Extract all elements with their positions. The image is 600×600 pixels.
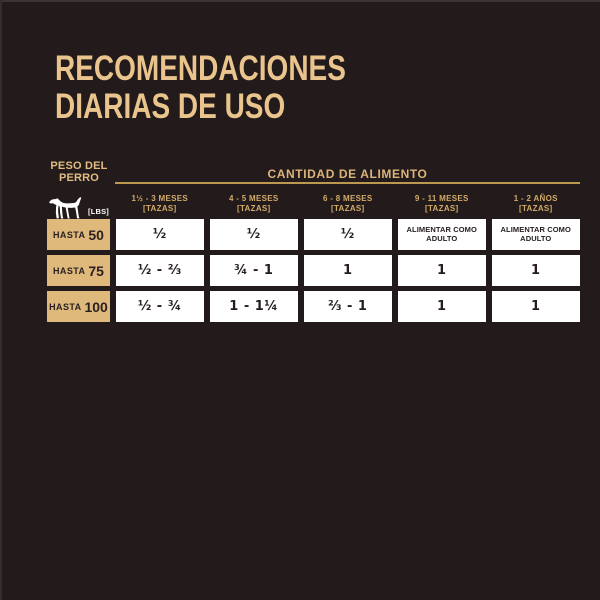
- dog-icon: [49, 197, 82, 219]
- column-header-4-unit: [TAZAS]: [425, 203, 459, 213]
- column-header-row: [LBS] 1½ - 3 MESES [TAZAS] 4 - 5 MESES […: [47, 193, 580, 219]
- column-header-2-unit: [TAZAS]: [237, 203, 271, 213]
- column-header-1: 1½ - 3 MESES [TAZAS]: [116, 193, 205, 219]
- weight-row-value: 75: [88, 262, 104, 279]
- feeding-amount-cell: ½: [303, 219, 392, 250]
- feeding-amount-cell: 1 - 1¼: [209, 291, 298, 322]
- page-title: RECOMENDACIONES DIARIAS DE USO: [55, 50, 346, 126]
- feeding-table: HASTA 50 ½ ½ ½ ALIMENTAR COMO ADULTO ALI…: [47, 219, 580, 322]
- feeding-amount-text: ALIMENTAR COMO ADULTO: [406, 225, 477, 243]
- column-header-3-unit: [TAZAS]: [331, 203, 365, 213]
- feeding-amount-cell: ½: [209, 219, 298, 250]
- page-title-line1: RECOMENDACIONES: [55, 49, 346, 88]
- weight-row-value: 50: [88, 226, 104, 243]
- feeding-amount-cell: 1: [491, 291, 580, 322]
- weight-row-prefix: HASTA: [53, 265, 86, 276]
- feeding-amount-cell: 1: [303, 255, 392, 286]
- column-header-2-range: 4 - 5 MESES: [228, 194, 279, 203]
- weight-row-value: 100: [84, 298, 108, 315]
- feeding-amount-cell: ½ - ¾: [115, 291, 204, 322]
- column-header-5: 1 - 2 AÑOS [TAZAS]: [492, 193, 581, 219]
- feeding-amount-cell: 1: [397, 291, 486, 322]
- weight-row-label-100: HASTA 100: [47, 291, 110, 322]
- feeding-amount-cell: ⅔ - 1: [303, 291, 392, 322]
- weight-row-label-75: HASTA 75: [47, 255, 110, 286]
- feeding-amount-cell: 1: [491, 255, 580, 286]
- column-header-3: 6 - 8 MESES [TAZAS]: [304, 193, 393, 219]
- gold-divider-rule: [115, 182, 580, 184]
- feeding-amount-cell: ½: [115, 219, 204, 250]
- column-header-2: 4 - 5 MESES [TAZAS]: [210, 193, 299, 219]
- weight-unit-cell: [LBS]: [47, 193, 110, 219]
- page-title-line2: DIARIAS DE USO: [55, 87, 286, 126]
- feeding-amount-cell: ¾ - 1: [209, 255, 298, 286]
- feeding-amount-cell: 1: [397, 255, 486, 286]
- top-edge-highlight: [0, 0, 600, 2]
- column-header-4-range: 9 - 11 MESES: [414, 194, 469, 203]
- weight-row-prefix: HASTA: [49, 301, 82, 312]
- weight-row-label-50: HASTA 50: [47, 219, 110, 250]
- row-axis-title: PESO DEL PERRO: [50, 160, 108, 184]
- column-header-5-range: 1 - 2 AÑOS: [513, 194, 558, 203]
- feeding-amount-cell: ALIMENTAR COMO ADULTO: [397, 219, 486, 250]
- weight-row-prefix: HASTA: [53, 229, 86, 240]
- column-header-5-unit: [TAZAS]: [519, 203, 553, 213]
- left-edge-highlight: [0, 0, 2, 600]
- feeding-amount-cell: ALIMENTAR COMO ADULTO: [491, 219, 580, 250]
- feeding-amount-cell: ½ - ⅔: [115, 255, 204, 286]
- column-header-1-range: 1½ - 3 MESES: [131, 194, 188, 203]
- column-header-3-range: 6 - 8 MESES: [322, 194, 373, 203]
- column-header-1-unit: [TAZAS]: [143, 203, 177, 213]
- feeding-amount-text: ALIMENTAR COMO ADULTO: [500, 225, 571, 243]
- column-header-4: 9 - 11 MESES [TAZAS]: [398, 193, 487, 219]
- weight-unit-label: [LBS]: [88, 207, 109, 216]
- column-group-title: CANTIDAD DE ALIMENTO: [267, 167, 428, 181]
